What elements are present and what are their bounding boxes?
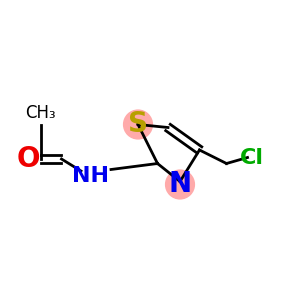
Text: NH: NH — [71, 166, 109, 185]
Text: O: O — [17, 145, 40, 173]
Text: Cl: Cl — [240, 148, 264, 167]
Text: S: S — [128, 110, 148, 139]
Circle shape — [166, 170, 194, 199]
Circle shape — [124, 110, 152, 139]
Text: N: N — [168, 170, 192, 199]
Text: CH₃: CH₃ — [25, 103, 56, 122]
